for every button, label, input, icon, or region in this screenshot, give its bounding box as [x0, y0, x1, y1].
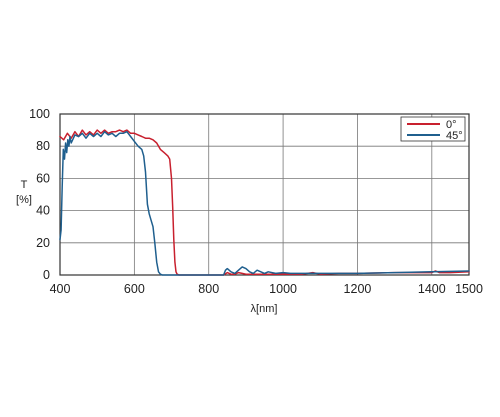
series-line-0-deg: [59, 129, 470, 276]
y-tick-label-100: 100: [29, 107, 50, 121]
legend-label-0-deg: 0°: [446, 119, 457, 131]
x-tick-label-1000: 1000: [269, 282, 297, 296]
x-tick-labels: 400 600 800 1000 1200 1400 1500: [50, 282, 483, 296]
y-axis-title-line-1: T: [21, 179, 28, 191]
plot-frame: [59, 113, 470, 276]
y-tick-labels: 0 20 40 60 80 100: [29, 107, 50, 282]
y-tick-label-80: 80: [36, 139, 50, 153]
series-line-45-deg: [59, 130, 470, 276]
x-tick-label-1400: 1400: [418, 282, 446, 296]
y-tick-label-20: 20: [36, 236, 50, 250]
x-tick-label-800: 800: [198, 282, 219, 296]
legend: 0° 45°: [400, 116, 466, 142]
y-tick-label-0: 0: [43, 268, 50, 282]
y-axis-title-line-2: [%]: [16, 194, 32, 206]
x-tick-label-1500: 1500: [455, 282, 483, 296]
y-tick-label-60: 60: [36, 171, 50, 185]
legend-label-45-deg: 45°: [446, 130, 463, 142]
y-tick-label-40: 40: [36, 204, 50, 218]
grid-lines: [60, 114, 469, 275]
x-tick-label-600: 600: [124, 282, 145, 296]
legend-box: [400, 116, 466, 142]
x-tick-label-1200: 1200: [344, 282, 372, 296]
x-tick-label-400: 400: [50, 282, 71, 296]
x-axis-title: λ[nm]: [251, 303, 278, 315]
series-lines: [59, 129, 470, 276]
